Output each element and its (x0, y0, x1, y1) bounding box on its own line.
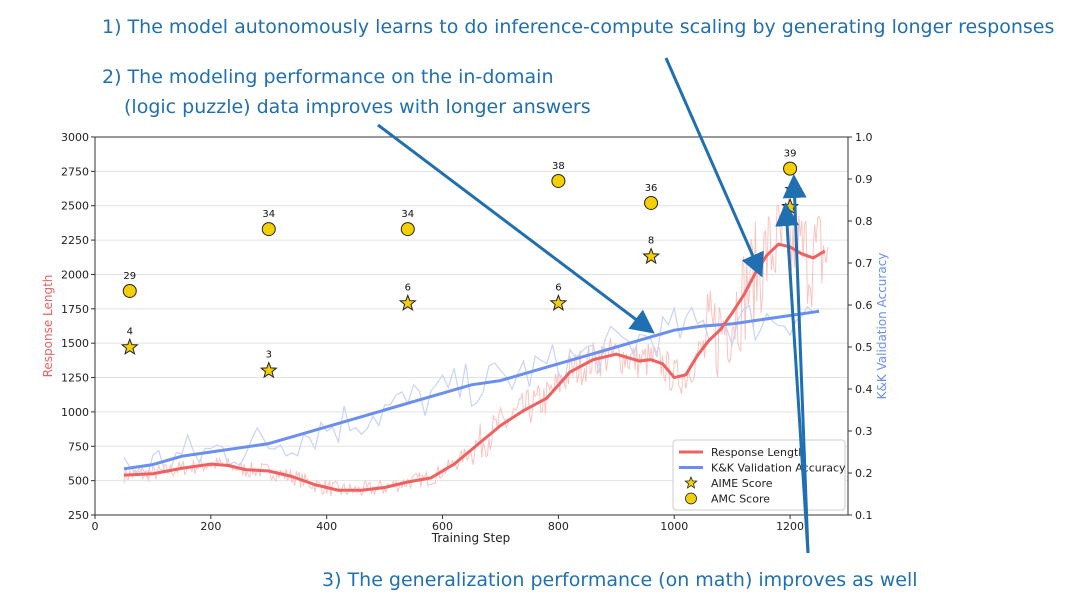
y-left-tick-label: 2250 (61, 234, 89, 247)
y-left-tick-label: 500 (68, 475, 89, 488)
tick-labels: 0 200 400 600 800 1000 1200 250 500 750 1000 1250 15… (61, 131, 873, 533)
legend-circle-swatch (685, 492, 697, 505)
x-tick-label: 1200 (776, 520, 804, 533)
legend-entry-label: K&K Validation Accuracy (711, 462, 846, 475)
annotation-2-line1: 2) The modeling performance on the in-do… (102, 66, 554, 88)
kk-accuracy-line (123, 309, 820, 471)
amc-score-circle (122, 283, 137, 298)
x-tick-label: 1000 (660, 520, 688, 533)
x-axis-label: Training Step (431, 531, 511, 545)
aime-score-star (398, 293, 417, 311)
y-left-tick-label: 250 (68, 509, 89, 522)
y-axis-left-label: Response Length (41, 275, 55, 378)
y-right-tick-label: 0.5 (855, 341, 873, 354)
legend-entry-label: Response Length (711, 446, 805, 459)
kk-accuracy-raw-trace (123, 304, 820, 479)
aime-score-star (549, 293, 568, 311)
legend-star-swatch (684, 475, 698, 489)
amc-score-label: 36 (645, 183, 658, 194)
y-axis-right-label: K&K Validation Accuracy (875, 253, 889, 400)
amc-score-circle (783, 161, 798, 176)
annotation-arrow (664, 57, 764, 278)
plot-border (94, 136, 849, 516)
amc-score-label: 34 (262, 209, 275, 220)
amc-score-circle (400, 222, 415, 237)
y-right-tick-label: 0.9 (855, 173, 873, 186)
annotation-arrows (377, 57, 810, 554)
y-right-tick-label: 0.4 (855, 383, 873, 396)
aime-score-star (120, 337, 139, 355)
y-right-tick-label: 0.8 (855, 215, 873, 228)
annotation-arrow (377, 123, 655, 334)
y-left-tick-label: 1500 (61, 337, 89, 350)
y-right-tick-label: 0.3 (855, 425, 873, 438)
response-length-line (123, 242, 826, 492)
aime-score-label: 6 (405, 282, 411, 293)
y-left-tick-label: 750 (68, 440, 89, 453)
y-right-tick-label: 1.0 (855, 131, 873, 144)
y-right-tick-label: 0.1 (855, 509, 873, 522)
legend-entry-label: AIME Score (711, 477, 773, 490)
y-left-tick-label: 1750 (61, 303, 89, 316)
x-tick-label: 0 (92, 520, 99, 533)
aime-score-label: 8 (648, 236, 654, 247)
aime-score-star (259, 361, 278, 379)
y-right-tick-label: 0.7 (855, 257, 873, 270)
y-left-tick-label: 2500 (61, 200, 89, 213)
x-tick-label: 600 (432, 520, 453, 533)
legend: Response Length K&K Validation Accuracy AI… (672, 439, 846, 511)
series-layer (123, 242, 826, 492)
y-left-tick-label: 1000 (61, 406, 89, 419)
x-tick-label: 400 (316, 520, 337, 533)
plot-frame (94, 136, 849, 516)
y-left-tick-label: 2000 (61, 268, 89, 281)
y-left-tick-label: 1250 (61, 372, 89, 385)
legend-entry-label: AMC Score (711, 493, 770, 506)
aime-score-label: 4 (127, 326, 133, 337)
aime-score-star (642, 247, 661, 265)
amc-score-label: 29 (123, 271, 136, 282)
aime-score-label: 3 (266, 350, 272, 361)
annotation-3: 3) The generalization performance (on ma… (322, 569, 918, 591)
amc-score-circle (551, 173, 566, 188)
x-tick-label: 200 (200, 520, 221, 533)
amc-score-circle (261, 222, 276, 237)
amc-score-label: 38 (552, 161, 565, 172)
amc-score-label: 39 (784, 149, 797, 160)
y-left-tick-label: 2750 (61, 165, 89, 178)
y-right-tick-label: 0.6 (855, 299, 873, 312)
y-right-tick-label: 0.2 (855, 467, 873, 480)
annotation-1: 1) The model autonomously learns to do i… (102, 16, 1055, 38)
amc-score-label: 34 (401, 209, 414, 220)
annotation-2-line2: (logic puzzle) data improves with longer… (124, 96, 591, 118)
annotation-arrow (782, 174, 810, 554)
annotation-arrow (775, 202, 810, 554)
amc-score-circle (644, 195, 659, 210)
x-tick-label: 800 (548, 520, 569, 533)
raw-noise-layer (123, 197, 829, 497)
y-left-tick-label: 3000 (61, 131, 89, 144)
aime-score-label: 6 (555, 282, 561, 293)
